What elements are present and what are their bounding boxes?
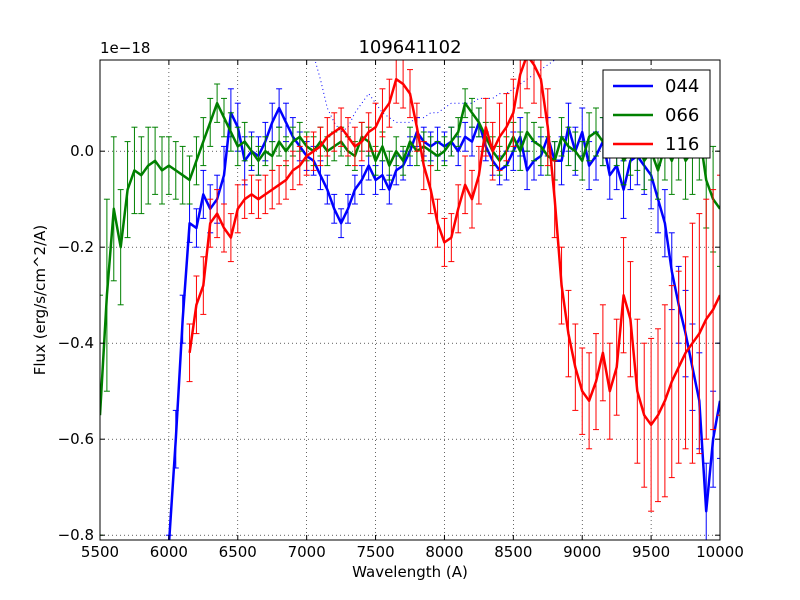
ticks: 5500 6000 6500 7000 7500 8000 8500 9000 9500 1000… xyxy=(58,60,744,561)
legend-label-066: 066 xyxy=(665,105,699,126)
legend-label-116: 116 xyxy=(665,134,699,155)
y-tick-label: −0.2 xyxy=(58,238,94,256)
x-tick-label: 10000 xyxy=(696,543,744,561)
series-116 xyxy=(186,60,720,512)
y-tick-label: −0.6 xyxy=(58,430,94,448)
legend-label-044: 044 xyxy=(665,76,699,97)
x-tick-label: 8000 xyxy=(425,543,463,561)
y-tick-label: 0.0 xyxy=(70,142,94,160)
x-tick-label: 7500 xyxy=(356,543,394,561)
plot-frame xyxy=(99,59,721,541)
x-tick-label: 6500 xyxy=(219,543,257,561)
x-tick-label: 5500 xyxy=(81,543,119,561)
x-tick-label: 8500 xyxy=(494,543,532,561)
x-tick-label: 9000 xyxy=(563,543,601,561)
clipped-plot-area xyxy=(100,60,720,540)
legend: 044 066 116 xyxy=(602,69,711,159)
x-tick-label: 7000 xyxy=(288,543,326,561)
plot-data xyxy=(100,60,720,540)
y-tick-label: −0.4 xyxy=(58,334,94,352)
x-axis-title: Wavelength (A) xyxy=(352,563,468,581)
chart-title: 109641102 xyxy=(358,37,461,58)
series-line xyxy=(188,60,720,427)
y-tick-label: −0.8 xyxy=(58,526,94,544)
y-axis-offset-text: 1e−18 xyxy=(100,39,150,57)
y-axis-title: Flux (erg/s/cm^2/A) xyxy=(31,225,49,376)
x-tick-label: 9500 xyxy=(632,543,670,561)
x-tick-label: 6000 xyxy=(150,543,188,561)
